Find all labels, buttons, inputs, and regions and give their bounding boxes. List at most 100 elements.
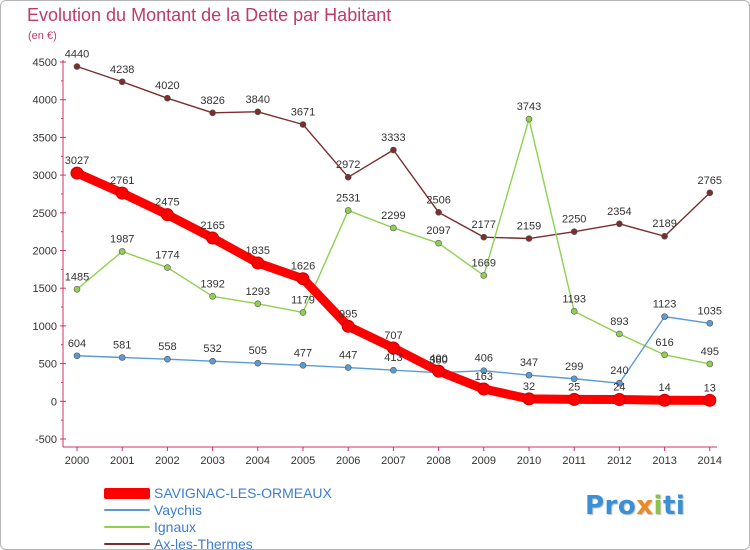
legend-swatch [104, 526, 150, 528]
y-tick-label: 2000 [33, 246, 57, 258]
x-tick-label: 2013 [652, 455, 676, 467]
data-label: 1392 [200, 278, 224, 290]
data-point [73, 286, 81, 293]
data-label: 4238 [110, 64, 134, 76]
data-label: 616 [655, 337, 673, 349]
data-label: 2165 [200, 220, 224, 232]
data-point [525, 115, 533, 123]
x-tick-label: 2001 [110, 455, 134, 467]
data-label: 2159 [517, 221, 541, 233]
data-label: 505 [249, 345, 267, 357]
data-point [296, 272, 310, 286]
data-label: 2506 [426, 194, 450, 206]
data-point [480, 367, 488, 374]
legend-label: SAVIGNAC-LES-ORMEAUX [154, 485, 332, 501]
data-point [115, 186, 129, 200]
data-label: 1193 [562, 293, 586, 305]
data-point [344, 364, 352, 371]
data-label: 400 [429, 353, 447, 365]
data-label: 604 [68, 338, 86, 350]
data-label: 2354 [607, 206, 631, 218]
data-point [164, 264, 171, 271]
data-label: 1179 [291, 294, 315, 306]
data-label: 2299 [381, 210, 405, 222]
data-label: 413 [384, 352, 402, 364]
data-point [254, 300, 262, 308]
data-point [706, 189, 714, 197]
x-tick-label: 2002 [155, 455, 179, 467]
data-label: 1626 [291, 261, 315, 273]
x-tick-label: 2010 [517, 455, 541, 467]
data-label: 2972 [336, 159, 360, 171]
data-point [209, 293, 216, 300]
data-label: 24 [613, 381, 625, 393]
data-point [570, 375, 578, 383]
data-label: 163 [475, 371, 493, 383]
data-label: 347 [520, 357, 538, 369]
data-label: 1485 [65, 271, 89, 283]
data-label: 3840 [246, 94, 270, 106]
data-point [251, 256, 265, 270]
y-tick-label: 2500 [33, 208, 57, 220]
x-tick-label: 2004 [246, 455, 270, 467]
x-tick-label: 2000 [65, 455, 89, 467]
data-label: 2097 [426, 225, 450, 237]
data-label: 1669 [472, 257, 496, 269]
data-point [118, 78, 126, 86]
x-tick-label: 2006 [336, 455, 360, 467]
legend-label: Ignaux [154, 519, 197, 535]
data-label: 2531 [336, 192, 360, 204]
data-label: 2189 [652, 218, 676, 230]
y-tick-label: 4500 [33, 57, 57, 69]
x-tick-label: 2011 [562, 455, 586, 467]
data-label: 25 [568, 381, 580, 393]
data-point [299, 362, 307, 369]
data-label: 380 [429, 355, 447, 367]
data-point [344, 207, 352, 214]
data-label: 32 [523, 381, 535, 393]
x-tick-label: 2014 [698, 455, 722, 467]
data-label: 532 [203, 343, 221, 355]
data-point [390, 366, 397, 374]
data-point [616, 220, 623, 228]
data-point [567, 392, 581, 406]
y-tick-label: 500 [39, 359, 57, 371]
data-point [118, 354, 126, 361]
data-label: 1035 [698, 305, 722, 317]
legend-label: Vaychis [154, 502, 202, 518]
data-label: 1293 [246, 286, 270, 298]
data-label: 2475 [155, 197, 179, 209]
data-point [703, 393, 717, 407]
data-point [570, 308, 578, 315]
legend-swatch [104, 509, 150, 511]
data-label: 1774 [155, 250, 179, 262]
data-label: 707 [384, 330, 402, 342]
data-label: 477 [294, 347, 312, 359]
data-point [254, 359, 262, 367]
data-label: 893 [610, 316, 628, 328]
data-point [164, 94, 171, 102]
data-point [661, 232, 668, 240]
data-point [344, 173, 352, 181]
data-label: 2177 [472, 219, 496, 231]
data-point [525, 371, 533, 379]
data-label: 1987 [110, 233, 134, 245]
data-label: 13 [704, 382, 716, 394]
data-label: 3027 [65, 155, 89, 167]
data-label: 1835 [246, 245, 270, 257]
data-label: 3671 [291, 107, 315, 119]
data-label: 2765 [698, 175, 722, 187]
data-point [570, 228, 578, 235]
data-point [616, 330, 623, 338]
data-label: 447 [339, 350, 357, 362]
data-label: 240 [610, 365, 628, 377]
data-point [73, 352, 81, 360]
y-tick-label: 3500 [33, 132, 57, 144]
data-point [299, 121, 307, 128]
data-label: 4440 [65, 49, 89, 61]
data-label: 3826 [200, 95, 224, 107]
data-label: 995 [339, 308, 357, 320]
data-point [477, 382, 491, 396]
x-tick-label: 2009 [472, 455, 496, 467]
data-label: 14 [658, 382, 670, 394]
